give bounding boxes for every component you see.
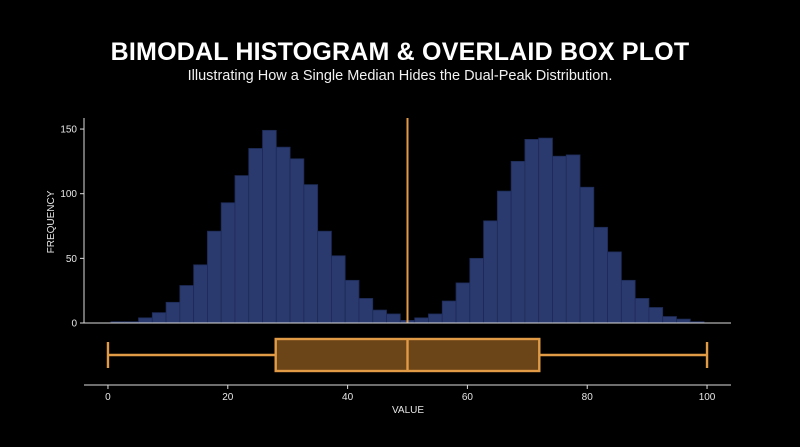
histogram-bar xyxy=(138,317,153,324)
x-tick-label: 60 xyxy=(462,392,474,403)
box-plot xyxy=(106,337,709,373)
histogram-bar xyxy=(234,175,250,324)
x-tick-label: 40 xyxy=(342,392,354,403)
histogram-bar xyxy=(331,255,346,324)
histogram-bar xyxy=(455,282,471,324)
histogram-bar xyxy=(579,186,595,324)
histogram-bar xyxy=(207,230,222,324)
histogram-bar xyxy=(648,307,664,324)
histogram-bar xyxy=(441,300,457,324)
y-tick-label: 0 xyxy=(71,319,77,330)
y-tick-label: 100 xyxy=(60,189,77,200)
histogram-bar xyxy=(248,148,263,324)
histogram-bar xyxy=(303,184,319,324)
x-tick-label: 100 xyxy=(699,392,716,403)
histogram-bar xyxy=(193,264,208,324)
histogram-bar xyxy=(469,257,484,324)
histogram-bar xyxy=(289,158,305,324)
histogram-bar xyxy=(565,154,581,324)
y-tick-label: 150 xyxy=(60,125,77,136)
histogram-bar xyxy=(510,160,526,324)
histogram-bar xyxy=(165,301,181,324)
y-axis-ticks: 0 50 100 150 xyxy=(60,125,84,330)
y-axis-label: FREQUENCY xyxy=(46,190,57,253)
histogram-bar xyxy=(262,129,277,324)
x-tick-label: 20 xyxy=(222,392,234,403)
histogram-bar xyxy=(317,230,332,324)
histogram-bar xyxy=(662,316,677,324)
histogram-bar xyxy=(220,202,236,324)
x-tick-label: 0 xyxy=(105,392,111,403)
histogram-bar xyxy=(483,220,498,324)
histogram-bar xyxy=(151,312,167,324)
chart-subtitle: Illustrating How a Single Median Hides t… xyxy=(187,68,613,84)
histogram-bars xyxy=(110,129,705,324)
histogram-bar xyxy=(428,313,443,324)
histogram-bar xyxy=(372,309,387,324)
histogram-bar xyxy=(386,313,401,324)
histogram-bar xyxy=(179,285,195,324)
histogram-bar xyxy=(358,298,374,324)
histogram-bar xyxy=(496,190,512,324)
x-axis-label: VALUE xyxy=(392,405,424,416)
histogram-bar xyxy=(524,138,540,324)
histogram-bar xyxy=(620,279,636,324)
histogram-bar xyxy=(344,279,360,324)
histogram-bar xyxy=(552,155,567,324)
histogram-bar xyxy=(538,137,553,324)
x-tick-label: 80 xyxy=(582,392,594,403)
x-axis-ticks: 0 20 40 60 80 100 xyxy=(105,385,716,403)
histogram-bar xyxy=(593,226,608,324)
histogram-bar xyxy=(414,317,429,324)
histogram-bar xyxy=(634,298,650,324)
histogram-bar xyxy=(275,146,291,324)
y-tick-label: 50 xyxy=(66,254,78,265)
chart-title: BIMODAL HISTOGRAM & OVERLAID BOX PLOT xyxy=(110,38,690,66)
histogram-bar xyxy=(607,251,622,324)
histogram-bar xyxy=(676,318,691,324)
